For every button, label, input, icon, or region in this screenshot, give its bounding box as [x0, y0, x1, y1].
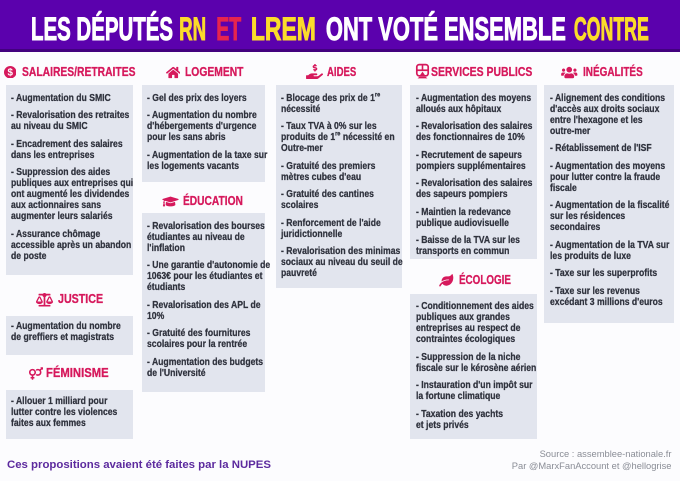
svg-text:$: $ — [7, 67, 13, 78]
